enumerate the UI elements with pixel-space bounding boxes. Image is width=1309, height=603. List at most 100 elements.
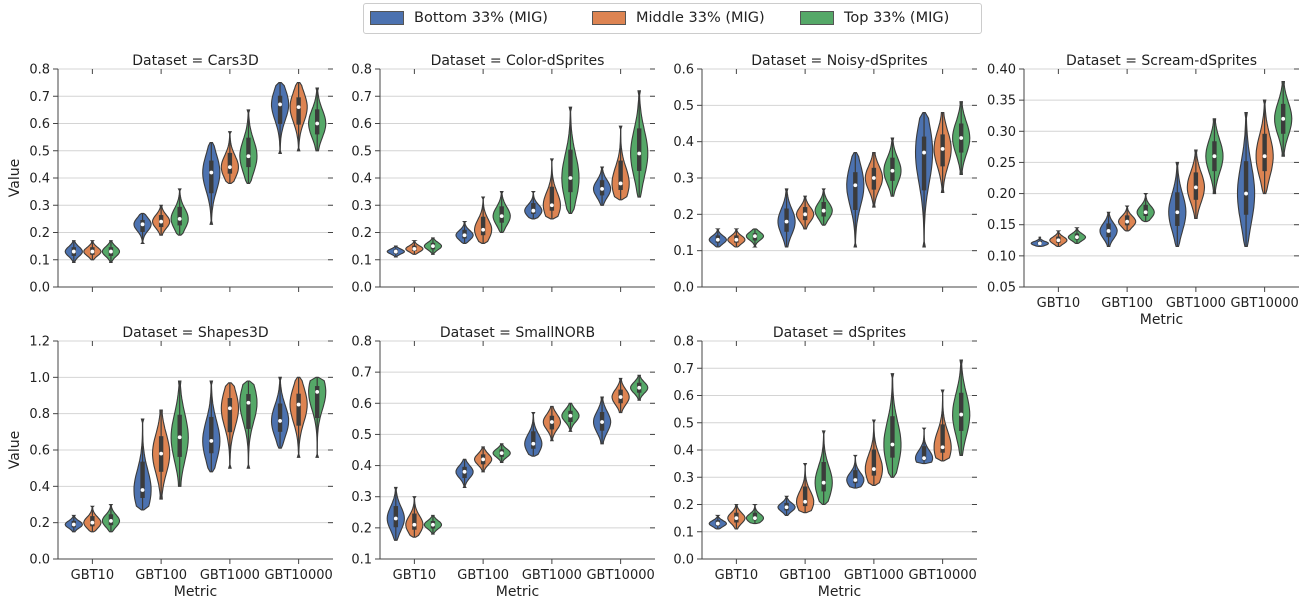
panel-2: 0.0 0.1 0.2 0.3 0.4 0.5 0.6 Dataset = Noisy-dSp… bbox=[673, 53, 977, 296]
median-point bbox=[481, 227, 486, 232]
panel-title: Dataset = Cars3D bbox=[132, 53, 259, 69]
median-point bbox=[1056, 238, 1061, 243]
y-tick-label: 0.1 bbox=[673, 244, 694, 259]
median-point bbox=[462, 469, 467, 474]
violin-box bbox=[209, 416, 214, 454]
median-point bbox=[393, 516, 398, 521]
y-tick-label: 0.5 bbox=[351, 144, 372, 159]
panel-1: 0.0 0.1 0.2 0.3 0.4 0.5 0.6 0.7 0.8 Dataset = Col… bbox=[351, 53, 655, 296]
y-tick-label: 0.2 bbox=[351, 226, 372, 241]
y-tick-label: 0.1 bbox=[29, 253, 50, 268]
x-tick-label: GBT10000 bbox=[586, 568, 654, 583]
median-point bbox=[890, 168, 895, 173]
median-point bbox=[568, 176, 573, 180]
panel-4: 0.0 0.2 0.4 0.6 0.8 1.0 1.2 Dataset = Shapes3D V… bbox=[7, 325, 333, 600]
legend-label-middle: Middle 33% (MIG) bbox=[636, 10, 765, 26]
violin-box bbox=[853, 470, 858, 484]
median-point bbox=[481, 457, 486, 462]
x-tick-label: GBT100 bbox=[779, 568, 831, 583]
violin-box bbox=[246, 394, 251, 429]
median-point bbox=[177, 435, 182, 440]
y-tick-label: 0.3 bbox=[351, 490, 372, 505]
median-point bbox=[431, 244, 435, 249]
violin-box bbox=[177, 206, 182, 226]
x-tick-label: GBT10 bbox=[71, 568, 114, 583]
legend-swatch-bottom bbox=[370, 11, 404, 25]
median-point bbox=[753, 234, 757, 239]
y-tick-label: 0.15 bbox=[987, 218, 1016, 233]
x-tick-label: GBT10000 bbox=[1230, 296, 1298, 311]
median-point bbox=[821, 480, 826, 485]
median-point bbox=[159, 451, 164, 456]
y-tick-label: 0.4 bbox=[673, 444, 694, 459]
y-tick-label: 0.7 bbox=[29, 90, 50, 105]
median-point bbox=[109, 249, 113, 254]
median-point bbox=[393, 249, 398, 254]
y-tick-label: 0.5 bbox=[673, 416, 694, 431]
x-tick-label: GBT1000 bbox=[1166, 296, 1226, 311]
y-tick-label: 0.0 bbox=[673, 281, 694, 296]
median-point bbox=[177, 216, 182, 221]
median-point bbox=[734, 237, 739, 242]
panel-title: Dataset = Noisy-dSprites bbox=[751, 53, 927, 69]
violin-box bbox=[140, 461, 145, 498]
y-axis-label: Value bbox=[7, 159, 23, 197]
y-tick-label: 0.05 bbox=[987, 281, 1016, 296]
median-point bbox=[1193, 185, 1198, 190]
y-axis-label: Value bbox=[7, 431, 23, 469]
median-point bbox=[462, 233, 467, 238]
violin-box bbox=[277, 95, 283, 125]
median-point bbox=[940, 147, 945, 151]
y-tick-label: 0.2 bbox=[673, 498, 694, 513]
violin-box bbox=[568, 149, 573, 193]
median-point bbox=[140, 222, 145, 227]
violin-box bbox=[890, 416, 895, 458]
violin-box bbox=[480, 216, 486, 236]
median-point bbox=[531, 441, 536, 446]
y-tick-label: 0.0 bbox=[29, 281, 50, 296]
y-tick-label: 0.3 bbox=[673, 172, 694, 187]
panel-6: 0.0 0.1 0.2 0.3 0.4 0.5 0.6 0.7 0.8 Dataset = dSp… bbox=[673, 325, 977, 600]
y-tick-label: 0.1 bbox=[351, 253, 372, 268]
y-tick-label: 0.7 bbox=[351, 366, 372, 381]
median-point bbox=[412, 246, 417, 251]
x-tick-label: GBT100 bbox=[457, 568, 509, 583]
y-tick-label: 0.6 bbox=[29, 444, 50, 459]
violin-box bbox=[958, 392, 964, 431]
x-axis-label: Metric bbox=[496, 584, 540, 600]
panel-title: Dataset = Color-dSprites bbox=[431, 53, 605, 69]
legend-label-top: Top 33% (MIG) bbox=[844, 10, 950, 26]
x-tick-label: GBT1000 bbox=[844, 568, 904, 583]
panel-title: Dataset = SmallNORB bbox=[440, 325, 595, 341]
violin-box bbox=[636, 128, 642, 171]
y-tick-label: 0.6 bbox=[351, 117, 372, 132]
y-tick-label: 0.2 bbox=[29, 516, 50, 531]
median-point bbox=[140, 488, 145, 492]
y-tick-label: 0.6 bbox=[673, 389, 694, 404]
violin-box bbox=[277, 403, 283, 432]
median-point bbox=[1125, 219, 1130, 224]
violin-box bbox=[821, 461, 826, 492]
violin-box bbox=[314, 386, 320, 419]
y-tick-label: 0.2 bbox=[351, 521, 372, 536]
x-axis-label: Metric bbox=[1140, 312, 1184, 328]
median-point bbox=[940, 445, 945, 450]
y-tick-label: 0.30 bbox=[987, 125, 1016, 140]
median-point bbox=[296, 105, 301, 110]
y-tick-label: 1.0 bbox=[29, 371, 50, 386]
median-point bbox=[922, 456, 926, 461]
median-point bbox=[784, 505, 789, 510]
median-point bbox=[209, 170, 214, 175]
violin-box bbox=[921, 136, 927, 191]
violin-box bbox=[618, 160, 623, 190]
median-point bbox=[1262, 154, 1267, 159]
y-tick-label: 0.0 bbox=[351, 281, 372, 296]
x-tick-label: GBT10000 bbox=[264, 568, 332, 583]
y-tick-label: 0.8 bbox=[351, 335, 372, 350]
median-point bbox=[803, 212, 808, 217]
violin-box bbox=[296, 97, 301, 125]
violin-box bbox=[531, 203, 536, 214]
violin-box bbox=[412, 513, 417, 530]
violin-box bbox=[1262, 133, 1267, 172]
